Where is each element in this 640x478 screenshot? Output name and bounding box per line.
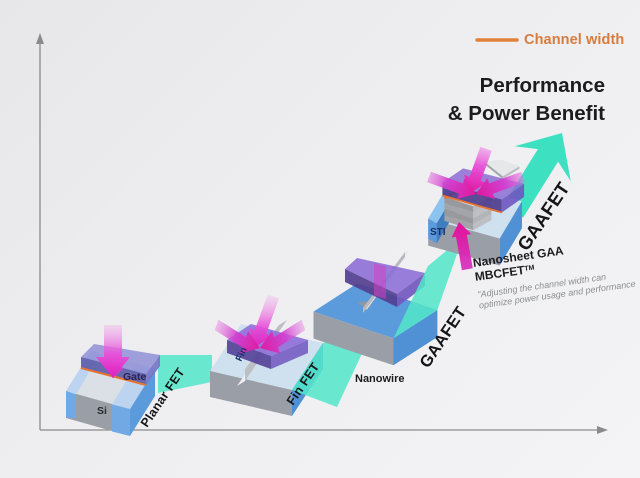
svg-text:STI: STI [430, 227, 446, 238]
svg-text:Nanowire: Nanowire [355, 373, 405, 385]
svg-text:Gate: Gate [123, 371, 147, 383]
svg-text:Si: Si [97, 405, 107, 417]
